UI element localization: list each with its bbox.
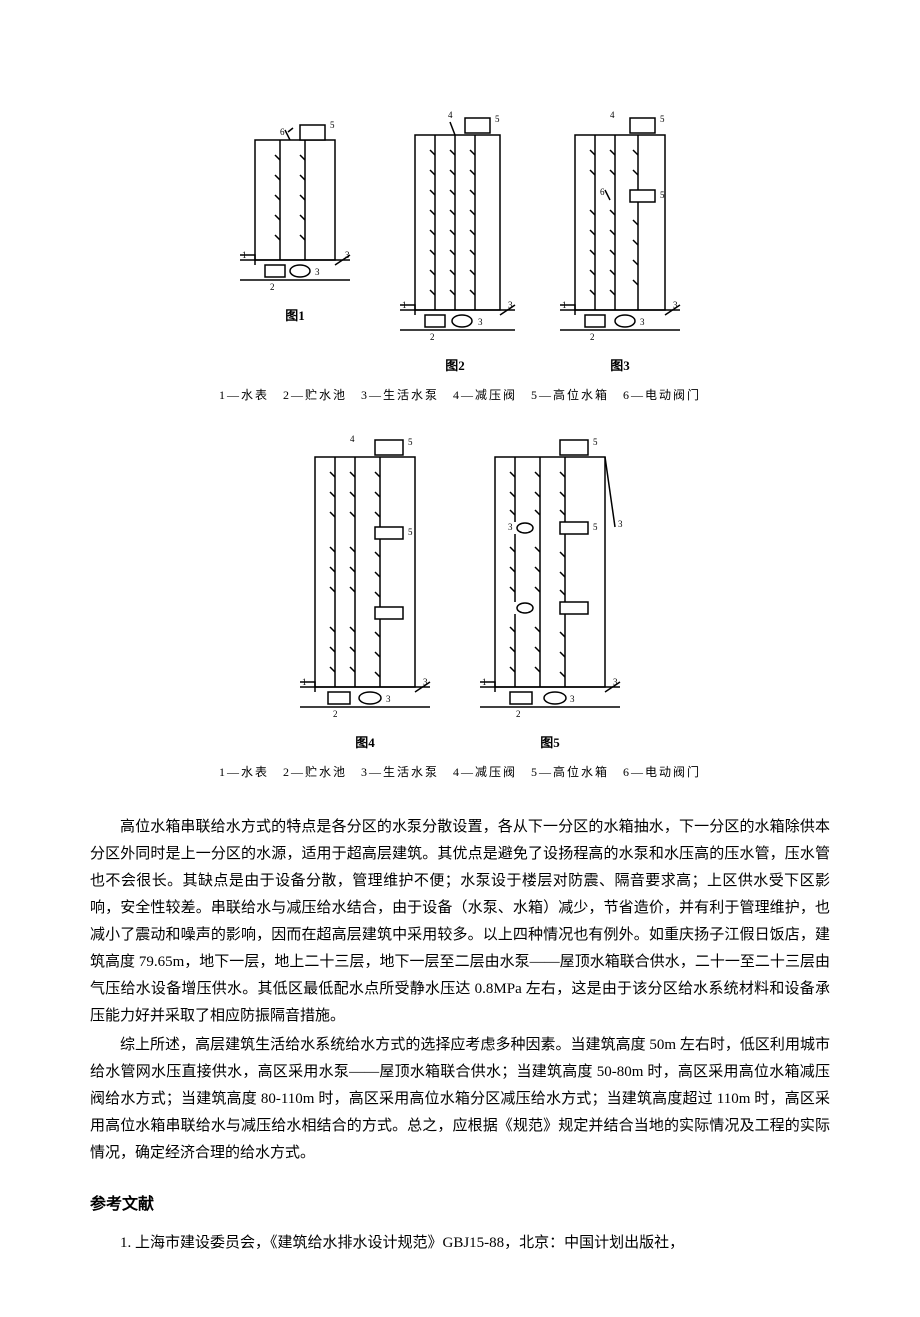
figure-5-label: 图5 xyxy=(470,731,630,754)
svg-text:5: 5 xyxy=(660,114,665,124)
svg-text:3: 3 xyxy=(570,694,575,704)
diagram-1: 5 6 xyxy=(230,100,360,377)
paragraph-2: 综上所述，高层建筑生活给水系统给水方式的选择应考虑多种因素。当建筑高度 50m … xyxy=(90,1032,830,1167)
svg-text:5: 5 xyxy=(408,437,413,447)
svg-text:6: 6 xyxy=(600,187,605,197)
figure-row-1: 5 6 xyxy=(90,100,830,377)
figure-container: 5 6 xyxy=(90,100,830,784)
svg-text:5: 5 xyxy=(408,527,413,537)
svg-text:2: 2 xyxy=(590,332,595,342)
diagram-2: 5 4 xyxy=(390,100,520,377)
svg-text:3: 3 xyxy=(508,522,513,532)
figure-2-label: 图2 xyxy=(390,354,520,377)
svg-text:6: 6 xyxy=(280,127,285,137)
svg-text:2: 2 xyxy=(516,709,521,719)
svg-text:2: 2 xyxy=(333,709,338,719)
svg-text:4: 4 xyxy=(448,110,453,120)
svg-text:2: 2 xyxy=(430,332,435,342)
svg-text:5: 5 xyxy=(593,437,598,447)
svg-text:4: 4 xyxy=(350,434,355,444)
diagram-5: 5 5 3 xyxy=(470,427,630,754)
svg-text:5: 5 xyxy=(330,120,335,130)
figure-4-label: 图4 xyxy=(290,731,440,754)
svg-text:3: 3 xyxy=(315,267,320,277)
svg-text:5: 5 xyxy=(660,190,665,200)
svg-text:3: 3 xyxy=(478,317,483,327)
figure-1-label: 图1 xyxy=(230,304,360,327)
diagram-4: 5 4 5 xyxy=(290,427,440,754)
svg-text:4: 4 xyxy=(610,110,615,120)
svg-text:3: 3 xyxy=(640,317,645,327)
reference-1: 1. 上海市建设委员会，《建筑给水排水设计规范》GBJ15-88，北京：中国计划… xyxy=(90,1230,830,1257)
figure-3-label: 图3 xyxy=(550,354,690,377)
legend-2: 1—水表 2—贮水池 3—生活水泵 4—减压阀 5—高位水箱 6—电动阀门 xyxy=(90,762,830,784)
diagram-3: 5 4 6 5 xyxy=(550,100,690,377)
svg-text:5: 5 xyxy=(593,522,598,532)
legend-1: 1—水表 2—贮水池 3—生活水泵 4—减压阀 5—高位水箱 6—电动阀门 xyxy=(90,385,830,407)
svg-text:2: 2 xyxy=(270,282,275,292)
references-title: 参考文献 xyxy=(90,1191,830,1220)
paragraph-1: 高位水箱串联给水方式的特点是各分区的水泵分散设置，各从下一分区的水箱抽水，下一分… xyxy=(90,814,830,1030)
figure-row-2: 5 4 5 xyxy=(90,427,830,754)
svg-text:3: 3 xyxy=(618,519,623,529)
svg-text:3: 3 xyxy=(386,694,391,704)
svg-text:5: 5 xyxy=(495,114,500,124)
